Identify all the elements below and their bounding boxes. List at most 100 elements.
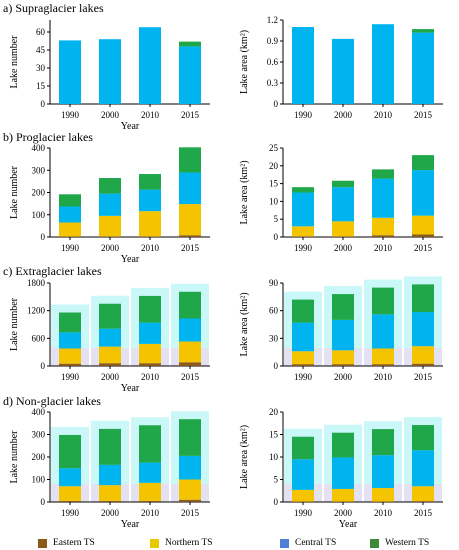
x-tick-label: 1990 bbox=[294, 372, 313, 382]
y-tick-label: 0 bbox=[274, 497, 279, 507]
x-tick-label: 2015 bbox=[181, 110, 200, 120]
y-tick-label: 20 bbox=[269, 407, 279, 417]
bar-eastern-2015 bbox=[412, 363, 434, 366]
chart-panel-8: 0 5 10 15 20 Lake area (km²) 1990 2000 2010 2015 Y… bbox=[239, 407, 443, 530]
bar-northern-1990 bbox=[292, 489, 314, 502]
y-axis-label: Lake number bbox=[9, 165, 20, 219]
bar-western-1990 bbox=[59, 312, 81, 333]
chart-panel-4: 0 5 10 15 20 25 Lake area (km²) 1990 2000 2010 201… bbox=[239, 143, 443, 253]
y-tick-label: 10 bbox=[269, 452, 279, 462]
y-tick-label: 5 bbox=[274, 475, 279, 485]
y-tick-label: 400 bbox=[32, 143, 46, 153]
bar-central-1990 bbox=[59, 468, 81, 487]
y-axis-label: Lake number bbox=[9, 430, 20, 484]
legend-item-central: Central TS bbox=[280, 536, 336, 550]
bar-western-2000 bbox=[332, 432, 354, 458]
y-tick-label: 15 bbox=[36, 81, 46, 91]
bar-eastern-2000 bbox=[99, 236, 121, 237]
bar-northern-2010 bbox=[139, 343, 161, 364]
panel-title: d) Non-glacier lakes bbox=[3, 394, 101, 408]
bar-eastern-2000 bbox=[332, 364, 354, 366]
y-tick-label: 200 bbox=[32, 452, 46, 462]
chart-panel-5: c) Extraglacier lakes 0 600 1200 1800 Lake nu… bbox=[3, 264, 210, 394]
chart-panel-1: a) Supraglacier lakes 0 15 30 45 60 Lake numbe… bbox=[3, 1, 210, 132]
bar-central-2010 bbox=[139, 462, 161, 483]
bar-central-1990 bbox=[59, 332, 81, 349]
legend-swatch-eastern bbox=[38, 538, 47, 548]
bar-central-2010 bbox=[139, 27, 161, 105]
y-tick-label: 45 bbox=[36, 45, 46, 55]
x-tick-label: 2000 bbox=[334, 372, 353, 382]
bar-eastern-1990 bbox=[292, 236, 314, 237]
bar-eastern-2010 bbox=[139, 363, 161, 366]
bar-western-2010 bbox=[139, 174, 161, 190]
bar-eastern-2000 bbox=[99, 363, 121, 366]
y-tick-label: 0 bbox=[274, 361, 279, 371]
y-tick-label: 1.2 bbox=[267, 15, 278, 25]
bar-western-2000 bbox=[99, 178, 121, 194]
bar-central-2015 bbox=[179, 172, 201, 205]
bar-western-1990 bbox=[59, 434, 81, 469]
x-tick-label: 2015 bbox=[414, 110, 433, 120]
x-tick-label: 2000 bbox=[334, 110, 353, 120]
bar-eastern-2000 bbox=[99, 500, 121, 502]
bar-northern-2015 bbox=[412, 346, 434, 364]
y-tick-label: 5 bbox=[274, 214, 279, 224]
x-tick-label: 2015 bbox=[181, 243, 200, 253]
bar-western-2015 bbox=[179, 419, 201, 456]
bar-western-2000 bbox=[99, 428, 121, 465]
bar-northern-2015 bbox=[179, 479, 201, 500]
bar-western-1990 bbox=[292, 299, 314, 323]
bar-central-2010 bbox=[372, 24, 394, 105]
bar-eastern-2015 bbox=[412, 234, 434, 237]
y-tick-label: 90 bbox=[269, 278, 279, 288]
bar-central-2000 bbox=[99, 328, 121, 347]
bar-central-1990 bbox=[292, 322, 314, 352]
x-tick-label: 2000 bbox=[334, 243, 353, 253]
bar-eastern-2015 bbox=[179, 362, 201, 366]
x-tick-label: 2010 bbox=[141, 372, 160, 382]
bar-central-2000 bbox=[99, 39, 121, 105]
x-tick-label: 2000 bbox=[101, 372, 120, 382]
bar-central-2010 bbox=[372, 314, 394, 349]
bar-western-2010 bbox=[372, 287, 394, 315]
bar-central-2015 bbox=[412, 312, 434, 347]
bar-eastern-2015 bbox=[412, 501, 434, 502]
x-tick-label: 2010 bbox=[141, 508, 160, 518]
bar-western-2015 bbox=[179, 291, 201, 319]
y-axis-label: Lake area (km²) bbox=[239, 292, 250, 356]
y-tick-label: 0 bbox=[41, 99, 46, 109]
y-tick-label: 200 bbox=[32, 188, 46, 198]
x-tick-label: 2010 bbox=[141, 110, 160, 120]
bar-central-2010 bbox=[372, 455, 394, 489]
bar-eastern-1990 bbox=[59, 363, 81, 366]
x-tick-label: 2015 bbox=[414, 508, 433, 518]
bar-western-2010 bbox=[372, 429, 394, 456]
bar-northern-2000 bbox=[99, 485, 121, 501]
y-tick-label: 60 bbox=[36, 27, 46, 37]
legend: Eastern TS Northern TS Central TS Wester… bbox=[0, 536, 459, 550]
bar-central-1990 bbox=[292, 27, 314, 104]
y-tick-label: 300 bbox=[32, 430, 46, 440]
bar-northern-2000 bbox=[332, 350, 354, 365]
bar-central-1990 bbox=[292, 459, 314, 490]
bar-northern-2015 bbox=[179, 341, 201, 363]
y-axis-label: Lake area (km²) bbox=[239, 30, 250, 94]
y-tick-label: 15 bbox=[269, 179, 279, 189]
bar-northern-2000 bbox=[332, 488, 354, 502]
x-tick-label: 1990 bbox=[61, 110, 80, 120]
bar-northern-2010 bbox=[139, 211, 161, 237]
bar-northern-2015 bbox=[179, 204, 201, 236]
bar-western-2000 bbox=[99, 303, 121, 329]
bar-northern-1990 bbox=[59, 348, 81, 364]
x-tick-label: 2015 bbox=[414, 243, 433, 253]
bar-northern-2000 bbox=[332, 221, 354, 237]
bar-eastern-1990 bbox=[59, 500, 81, 502]
legend-label-eastern: Eastern TS bbox=[53, 538, 95, 548]
bar-central-2010 bbox=[139, 322, 161, 344]
bar-western-1990 bbox=[292, 436, 314, 460]
y-tick-label: 400 bbox=[32, 407, 46, 417]
bar-eastern-2000 bbox=[332, 236, 354, 237]
x-tick-label: 2000 bbox=[101, 110, 120, 120]
bar-eastern-2015 bbox=[179, 235, 201, 237]
